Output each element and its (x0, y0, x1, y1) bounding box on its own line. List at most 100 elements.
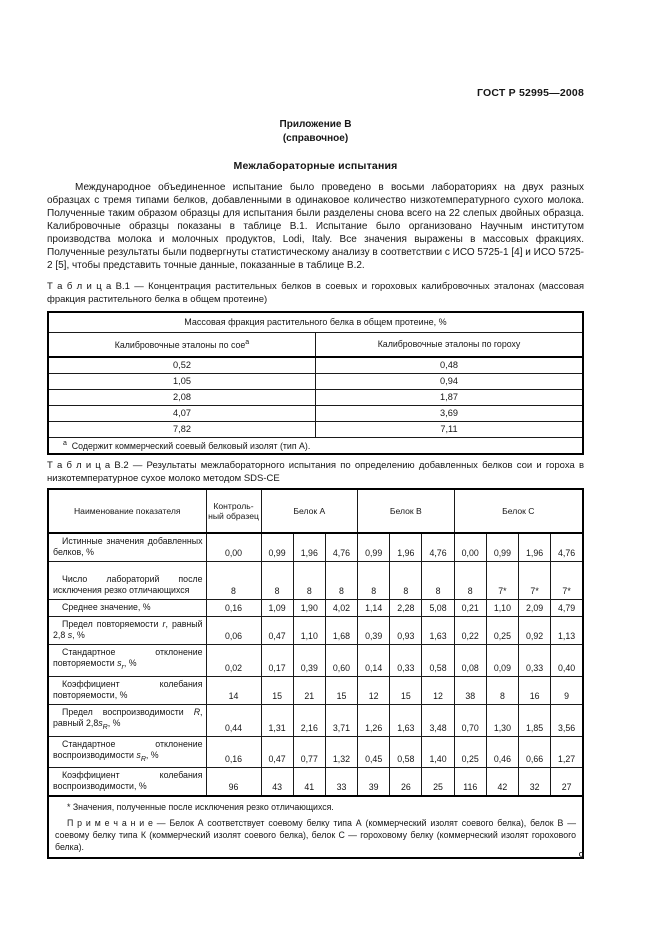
table-row: 4,07 3,69 (47, 404, 584, 422)
table-cell: 8 (260, 561, 294, 600)
col-header-protein-c: Белок С (453, 488, 584, 534)
table-row: Число лабораторий после исключения резко… (47, 561, 584, 600)
table-cell: 0,94 (315, 372, 584, 390)
table-cell: 0,16 (205, 599, 262, 617)
table-cell: 1,96 (517, 532, 552, 562)
table-cell: 32 (517, 767, 552, 797)
table-cell: 1,09 (260, 599, 294, 617)
table-cell: 39 (357, 767, 391, 797)
table-b2-note: П р и м е ч а н и е — Белок А соответств… (55, 818, 576, 853)
table-cell: 1,87 (315, 388, 584, 406)
table-row: Коэффициент колебания воспроизводимости,… (47, 767, 584, 797)
table-cell: 8 (485, 675, 520, 705)
table-row: Среднее значение, % 0,16 1,09 1,90 4,02 1,14… (47, 599, 584, 617)
table-cell: 0,92 (517, 616, 552, 645)
col-header-control: Контроль­ный образец (205, 488, 262, 534)
table-cell: 7,82 (47, 420, 316, 438)
table-cell: 8 (205, 561, 262, 600)
table-b1-footnote: а Содержит коммерческий соевый белковый … (47, 436, 584, 455)
table-cell: 7* (517, 561, 552, 600)
table-cell: 1,10 (485, 599, 520, 617)
table-row: Калибровочные эталоны по соеа Калибровоч… (47, 331, 584, 358)
table-cell: 3,56 (550, 703, 584, 737)
table-cell: 0,47 (260, 735, 294, 769)
table-cell: 1,32 (324, 735, 359, 769)
table-cell: 3,48 (421, 703, 455, 737)
table-row: Стандартное отклонение воспроизводимости… (47, 735, 584, 769)
table-row: Предел воспроизводимости R, равный 2,8sR… (47, 703, 584, 737)
col-header-protein-a: Белок А (260, 488, 359, 534)
table-cell: 0,33 (517, 644, 552, 677)
table-cell: 1,05 (47, 372, 316, 390)
table-cell: 14 (205, 675, 262, 705)
table-cell: 16 (517, 675, 552, 705)
table-cell: 7* (550, 561, 584, 600)
row-label: Предел повторяемости r, равный 2,8 s, % (47, 616, 207, 645)
table-row: 0,52 0,48 (47, 356, 584, 374)
table-cell: 4,76 (324, 532, 359, 562)
table-b2-footnote-block: * Значения, полученные после исключения … (47, 795, 584, 859)
col-header-soy: Калибровочные эталоны по соеа (47, 331, 316, 358)
table-row: 2,08 1,87 (47, 388, 584, 406)
table-cell: 0,70 (453, 703, 487, 737)
table-cell: 1,63 (389, 703, 423, 737)
table-cell: 5,08 (421, 599, 455, 617)
appendix-heading: Приложение В (справочное) (47, 118, 584, 146)
table-cell: 0,66 (517, 735, 552, 769)
table-cell: 0,25 (453, 735, 487, 769)
table-cell: 2,28 (389, 599, 423, 617)
table-cell: 0,06 (205, 616, 262, 645)
row-label: Стандартное отклонение воспроизводимости… (47, 735, 207, 769)
table-cell: 4,79 (550, 599, 584, 617)
table-cell: 0,58 (389, 735, 423, 769)
table-cell: 25 (421, 767, 455, 797)
table-cell: 1,26 (357, 703, 391, 737)
table-cell: 42 (485, 767, 520, 797)
row-label: Среднее значение, % (47, 599, 207, 617)
table-cell: 2,09 (517, 599, 552, 617)
table-cell: 1,68 (324, 616, 359, 645)
table-cell: 0,17 (260, 644, 294, 677)
table-cell: 7* (485, 561, 520, 600)
row-label: Коэффициент колебания повторяемости, % (47, 675, 207, 705)
table-cell: 1,40 (421, 735, 455, 769)
table-cell: 4,02 (324, 599, 359, 617)
table-cell: 1,90 (292, 599, 326, 617)
row-label: Истинные значения добавленных белков, % (47, 532, 207, 562)
table-cell: 7,11 (315, 420, 584, 438)
table-cell: 4,76 (550, 532, 584, 562)
table-cell: 15 (260, 675, 294, 705)
table-cell: 0,58 (421, 644, 455, 677)
table-row: а Содержит коммерческий соевый белковый … (47, 436, 584, 455)
table-cell: 0,99 (485, 532, 520, 562)
table-cell: 116 (453, 767, 487, 797)
table-row: Истинные значения добавленных белков, % … (47, 532, 584, 562)
table-cell: 9 (550, 675, 584, 705)
table-cell: 21 (292, 675, 326, 705)
page-number: 9 (578, 851, 584, 862)
table-cell: 43 (260, 767, 294, 797)
table-cell: 0,00 (453, 532, 487, 562)
col-header-pea: Калибровочные эталоны по гороху (315, 331, 584, 358)
table-cell: 4,76 (421, 532, 455, 562)
col-header-indicator: Наименование показателя (47, 488, 207, 534)
table-b1-caption: Т а б л и ц а В.1 — Концентрация растите… (47, 281, 584, 305)
table-cell: 4,07 (47, 404, 316, 422)
table-cell: 0,45 (357, 735, 391, 769)
table-cell: 1,96 (292, 532, 326, 562)
table-cell: 0,08 (453, 644, 487, 677)
table-cell: 38 (453, 675, 487, 705)
table-cell: 12 (357, 675, 391, 705)
table-row: Стандартное отклонение повторяемости sr,… (47, 644, 584, 677)
table-cell: 8 (453, 561, 487, 600)
table-cell: 15 (389, 675, 423, 705)
table-cell: 1,27 (550, 735, 584, 769)
table-cell: 96 (205, 767, 262, 797)
table-cell: 2,08 (47, 388, 316, 406)
table-cell: 26 (389, 767, 423, 797)
table-cell: 1,10 (292, 616, 326, 645)
table-cell: 0,25 (485, 616, 520, 645)
table-cell: 1,14 (357, 599, 391, 617)
table-cell: 0,16 (205, 735, 262, 769)
table-cell: 27 (550, 767, 584, 797)
